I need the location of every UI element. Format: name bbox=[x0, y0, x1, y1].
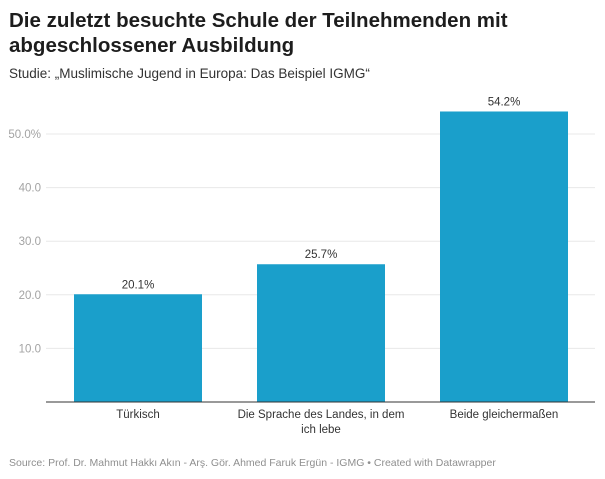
source-footer: Source: Prof. Dr. Mahmut Hakkı Akın - Ar… bbox=[9, 457, 496, 469]
chart-subtitle: Studie: „Muslimische Jugend in Europa: D… bbox=[9, 66, 370, 81]
y-tick-label: 50.0% bbox=[8, 129, 41, 141]
y-tick-label: 10.0 bbox=[19, 343, 41, 355]
value-labels: 20.1% 25.7% 54.2% bbox=[122, 96, 521, 291]
category-label: ich lebe bbox=[301, 424, 341, 436]
bar bbox=[440, 111, 568, 402]
category-labels: Türkisch Die Sprache des Landes, in dem ic… bbox=[116, 409, 558, 436]
bar bbox=[74, 294, 202, 402]
value-label: 25.7% bbox=[305, 249, 338, 261]
bars bbox=[74, 111, 568, 402]
chart-title: Die zuletzt besuchte Schule der Teilnehm… bbox=[9, 9, 508, 57]
y-tick-label: 30.0 bbox=[19, 236, 41, 248]
category-label: Beide gleichermaßen bbox=[450, 409, 559, 421]
y-tick-label: 20.0 bbox=[19, 290, 41, 302]
category-label: Die Sprache des Landes, in dem bbox=[238, 409, 405, 421]
y-axis-ticks: 10.0 20.0 30.0 40.0 50.0% bbox=[8, 129, 41, 355]
value-label: 54.2% bbox=[488, 96, 521, 108]
category-label: Türkisch bbox=[116, 409, 159, 421]
value-label: 20.1% bbox=[122, 279, 155, 291]
y-tick-label: 40.0 bbox=[19, 183, 41, 195]
bar bbox=[257, 264, 385, 402]
